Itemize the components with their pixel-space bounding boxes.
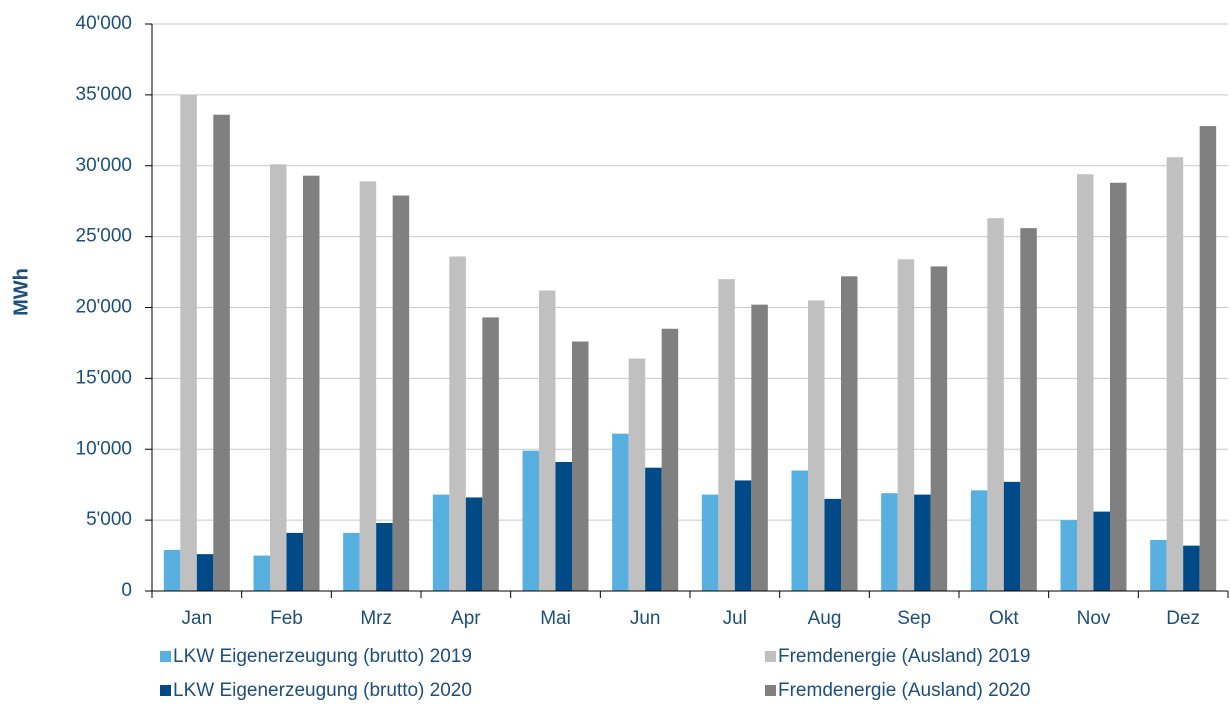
x-tick-label: Okt [989,608,1019,629]
y-tick-label: 10'000 [76,438,132,459]
bar [1166,157,1184,591]
bar [359,181,377,591]
x-tick-label: Sep [897,608,931,629]
bar [253,555,270,591]
bar [701,494,719,591]
legend-label: LKW Eigenerzeugung (brutto) 2019 [173,646,472,667]
bar [1077,174,1094,591]
bar [645,467,662,591]
y-tick-label: 20'000 [76,297,132,318]
bar [196,554,214,591]
legend-swatch [160,685,171,696]
legend-swatch [765,685,776,696]
bar [881,493,898,591]
bar [392,195,410,591]
bar [1150,539,1167,591]
bar [432,494,450,591]
bar [213,114,230,591]
legend-label: LKW Eigenerzeugung (brutto) 2020 [173,680,472,701]
legend-label: Fremdenergie (Ausland) 2020 [778,680,1030,701]
x-tick-label: Nov [1077,608,1111,629]
y-tick-label: 5'000 [86,509,132,530]
x-tick-label: Mrz [360,608,392,629]
y-axis-label: MWh [10,268,32,316]
bar [987,218,1004,591]
bar [824,498,841,591]
bar [180,94,197,591]
bar [734,480,752,591]
bar [572,341,589,591]
bar [1060,520,1077,591]
bar [628,358,646,591]
bar [1020,228,1037,591]
x-tick-label: Jul [723,608,747,629]
bar [612,433,629,591]
bar [791,470,808,591]
bar [718,279,735,591]
y-tick-label: 15'000 [76,367,132,388]
x-tick-label: Feb [270,608,303,629]
bar [897,259,915,591]
legend-swatch [160,651,171,662]
x-tick-label: Apr [451,608,481,629]
bar [751,304,768,591]
bar [555,462,572,591]
x-tick-label: Dez [1166,608,1200,629]
bar [449,256,466,591]
bar [1003,481,1021,591]
bar [841,276,858,591]
x-tick-label: Jun [630,608,661,629]
bar [930,266,948,591]
bar [1093,511,1110,591]
x-tick-label: Jan [182,608,213,629]
bar [808,300,825,591]
bar [661,328,679,591]
y-tick-label: 0 [121,580,132,601]
bar [1183,545,1200,591]
y-tick-label: 35'000 [76,84,132,105]
y-tick-label: 25'000 [76,226,132,247]
bar [286,532,303,591]
y-tick-label: 40'000 [76,13,132,34]
x-tick-label: Mai [540,608,571,629]
bar [970,490,988,591]
bar [465,497,483,591]
bar [270,164,287,591]
legend-swatch [765,651,776,662]
bar [1199,126,1217,591]
y-tick-label: 30'000 [76,155,132,176]
bar [1110,182,1127,591]
bar [539,290,556,591]
bar [303,175,320,592]
x-tick-label: Aug [808,608,842,629]
bar [163,549,181,591]
bar [482,317,499,591]
bar [376,522,393,591]
bar [522,450,539,591]
bar [914,494,931,591]
bar [343,532,360,591]
legend-label: Fremdenergie (Ausland) 2019 [778,646,1030,667]
